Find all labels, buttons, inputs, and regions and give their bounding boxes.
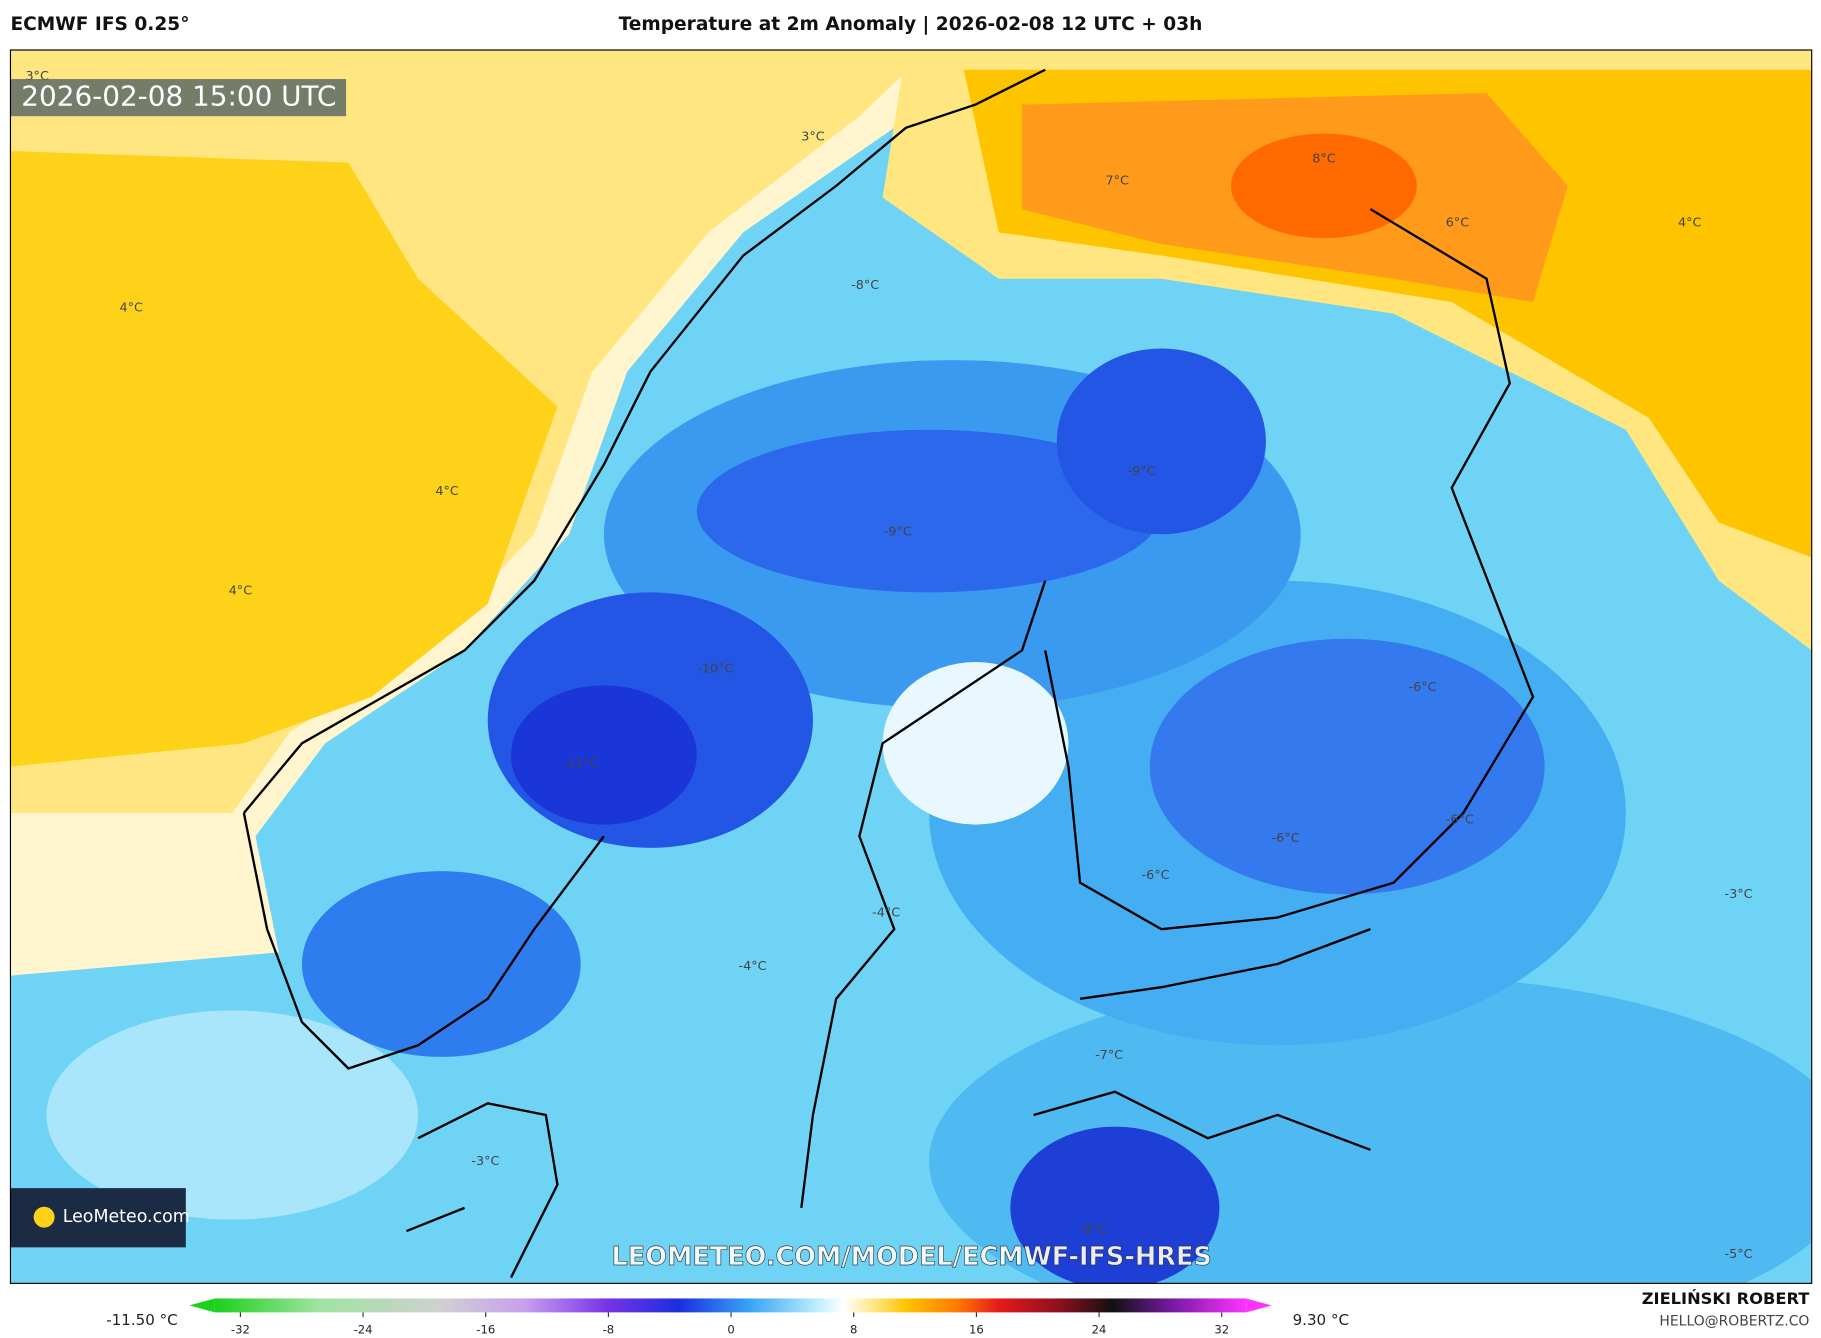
colorbar-min-arrow bbox=[189, 1298, 215, 1313]
coastline bbox=[242, 812, 605, 1070]
contour-label: -11°C bbox=[563, 757, 599, 772]
contour-labels: 3°C3°C4°C4°C4°C7°C8°C6°C 4°C-8°C-9°C-9°C-… bbox=[25, 69, 1752, 1262]
map-title: Temperature at 2m Anomaly | 2026-02-08 1… bbox=[619, 14, 1203, 35]
coastline bbox=[406, 1102, 559, 1279]
contour-label: -6°C bbox=[1409, 680, 1437, 695]
timestamp: 2026-02-08 15:00 UTC bbox=[21, 80, 336, 113]
field-blob bbox=[696, 429, 1162, 593]
coastline bbox=[800, 580, 1047, 1209]
contour-label: -9°C bbox=[884, 524, 912, 539]
coastline bbox=[1044, 208, 1535, 931]
colorbar-tick-label: -8 bbox=[603, 1322, 615, 1336]
colorbar-tick-label: 24 bbox=[1092, 1322, 1107, 1336]
colorbar bbox=[214, 1298, 1247, 1313]
colorbar-max-label: 9.30 °C bbox=[1293, 1311, 1349, 1329]
contour-label: 4°C bbox=[1678, 216, 1702, 231]
contour-label: -10°C bbox=[697, 662, 733, 677]
contour-label: -7°C bbox=[1095, 1048, 1123, 1063]
colorbar-tick-label: 32 bbox=[1214, 1322, 1229, 1336]
field-blob bbox=[1149, 638, 1545, 895]
logo-sun bbox=[33, 1206, 55, 1228]
field-blob bbox=[882, 662, 1069, 825]
author: ZIELIŃSKI ROBERT bbox=[1642, 1289, 1810, 1308]
map-area: 3°C3°C4°C4°C4°C7°C8°C6°C 4°C-8°C-9°C-9°C-… bbox=[10, 49, 1812, 1284]
colorbar-ticks: -32 -24 -16 -8 0 8 16 24 32 bbox=[231, 1312, 1229, 1336]
contour-label: -6°C bbox=[1446, 812, 1474, 827]
contour-label: 3°C bbox=[801, 130, 825, 145]
contour-label: 8°C bbox=[1312, 152, 1336, 167]
colorbar-tick-label: -24 bbox=[354, 1322, 373, 1336]
contour-label: -4°C bbox=[872, 905, 900, 920]
coastline bbox=[242, 68, 1046, 814]
field-blob bbox=[1056, 348, 1266, 535]
colorbar-tick-label: 0 bbox=[727, 1322, 734, 1336]
contour-label: -3°C bbox=[471, 1154, 499, 1169]
coastline bbox=[1033, 928, 1371, 1151]
warm-core bbox=[1231, 133, 1417, 239]
contour-label: 4°C bbox=[229, 584, 253, 599]
field-blob bbox=[46, 1010, 419, 1220]
colorbar-min-label: -11.50 °C bbox=[106, 1311, 177, 1329]
watermark: LEOMETEO.COM/MODEL/ECMWF-IFS-HRES bbox=[612, 1242, 1212, 1272]
colorbar-max-arrow bbox=[1246, 1298, 1272, 1313]
colorbar-tick-label: -32 bbox=[231, 1322, 250, 1336]
contour-label: 7°C bbox=[1106, 174, 1130, 189]
contour-label: -6°C bbox=[1272, 831, 1300, 846]
timestamp-box bbox=[10, 79, 347, 117]
colorbar-tick-label: -16 bbox=[476, 1322, 495, 1336]
field-blob bbox=[301, 871, 581, 1057]
contour-label: 4°C bbox=[435, 484, 459, 499]
contour-label: 4°C bbox=[120, 300, 144, 315]
contour-label: 6°C bbox=[1446, 216, 1470, 231]
email: HELLO@ROBERTZ.CO bbox=[1659, 1314, 1809, 1330]
map-frame bbox=[9, 49, 1813, 1284]
contour-label: -8°C bbox=[851, 278, 879, 293]
colorbar-tick-label: 16 bbox=[969, 1322, 984, 1336]
model-label: ECMWF IFS 0.25° bbox=[10, 14, 189, 35]
field-blob bbox=[510, 685, 697, 825]
colorbar-tick-label: 8 bbox=[850, 1322, 857, 1336]
logo-text: LeoMeteo.com bbox=[63, 1207, 190, 1227]
contour-label: -4°C bbox=[739, 959, 767, 974]
contour-label: -5°C bbox=[1725, 1247, 1753, 1262]
contour-label: -9°C bbox=[1079, 1222, 1107, 1237]
contour-label: -6°C bbox=[1142, 868, 1170, 883]
contour-label: -3°C bbox=[1725, 887, 1753, 902]
warm-region bbox=[10, 151, 558, 767]
contour-label: -9°C bbox=[1128, 464, 1156, 479]
field-blob bbox=[1010, 1126, 1220, 1284]
